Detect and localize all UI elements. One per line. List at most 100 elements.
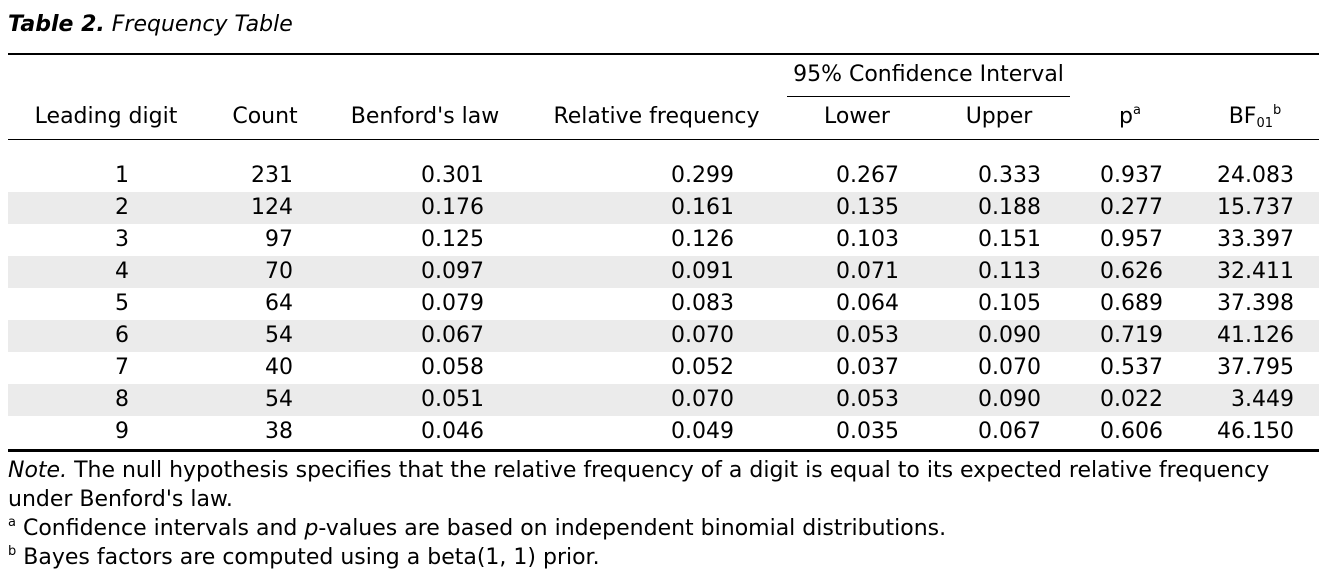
cell-leading-digit: 3 [115, 227, 129, 252]
footnote-a-text-2: -values are based on independent binomia… [318, 516, 947, 541]
cell-bf01: 46.150 [1217, 419, 1294, 444]
cell-count: 124 [251, 195, 293, 220]
cell-benfords-law: 0.067 [421, 323, 484, 348]
col-header-relative-frequency: Relative frequency [553, 104, 760, 129]
cell-upper: 0.090 [978, 387, 1041, 412]
note-footnote-b: b Bayes factors are computed using a bet… [8, 543, 1319, 572]
cell-leading-digit: 5 [115, 291, 129, 316]
table-caption: Table 2. Frequency Table [8, 11, 293, 39]
cell-benfords-law: 0.097 [421, 259, 484, 284]
cell-p: 0.719 [1100, 323, 1163, 348]
footnote-a-text-1: Confidence intervals and [15, 516, 305, 541]
cell-count: 231 [251, 163, 293, 188]
cell-p: 0.606 [1100, 419, 1163, 444]
cell-relative-frequency: 0.161 [671, 195, 734, 220]
table-bottom-rule [8, 449, 1319, 452]
cell-count: 54 [265, 323, 293, 348]
col-header-benfords-law: Benford's law [350, 104, 500, 129]
ci-group-rule [787, 96, 1070, 97]
col-header-bf-footnote-marker: b [1273, 103, 1282, 118]
col-header-bf01: BF01b [1200, 103, 1310, 131]
cell-benfords-law: 0.176 [421, 195, 484, 220]
cell-leading-digit: 1 [115, 163, 129, 188]
table-notes: Note. The null hypothesis specifies that… [8, 456, 1319, 572]
cell-benfords-law: 0.058 [421, 355, 484, 380]
cell-upper: 0.333 [978, 163, 1041, 188]
cell-upper: 0.105 [978, 291, 1041, 316]
cell-leading-digit: 9 [115, 419, 129, 444]
cell-relative-frequency: 0.052 [671, 355, 734, 380]
cell-upper: 0.070 [978, 355, 1041, 380]
table-caption-label: Table 2. [8, 12, 105, 37]
note-text: The null hypothesis specifies that the r… [8, 458, 1270, 512]
footnote-a-marker: a [8, 515, 16, 530]
note-label: Note. [8, 458, 68, 483]
cell-relative-frequency: 0.049 [671, 419, 734, 444]
cell-count: 38 [265, 419, 293, 444]
table-header-rule [8, 139, 1319, 140]
cell-lower: 0.053 [836, 323, 899, 348]
footnote-b-marker: b [8, 544, 17, 559]
col-header-bf-label: BF [1228, 104, 1257, 129]
cell-bf01: 32.411 [1217, 259, 1294, 284]
cell-lower: 0.267 [836, 163, 899, 188]
cell-relative-frequency: 0.091 [671, 259, 734, 284]
cell-p: 0.937 [1100, 163, 1163, 188]
cell-leading-digit: 7 [115, 355, 129, 380]
cell-count: 64 [265, 291, 293, 316]
footnote-a-p: p [304, 516, 319, 541]
col-header-upper: Upper [965, 104, 1033, 129]
cell-bf01: 41.126 [1217, 323, 1294, 348]
cell-lower: 0.053 [836, 387, 899, 412]
cell-upper: 0.151 [978, 227, 1041, 252]
cell-p: 0.957 [1100, 227, 1163, 252]
cell-upper: 0.090 [978, 323, 1041, 348]
cell-bf01: 37.795 [1217, 355, 1294, 380]
cell-lower: 0.071 [836, 259, 899, 284]
cell-leading-digit: 4 [115, 259, 129, 284]
table-row: 5 64 0.079 0.083 0.064 0.105 0.689 37.398 [8, 288, 1319, 320]
col-header-count: Count [232, 104, 298, 129]
cell-count: 54 [265, 387, 293, 412]
cell-benfords-law: 0.046 [421, 419, 484, 444]
table-row: 6 54 0.067 0.070 0.053 0.090 0.719 41.126 [8, 320, 1319, 352]
col-header-p: pa [1100, 103, 1160, 131]
cell-benfords-law: 0.079 [421, 291, 484, 316]
cell-relative-frequency: 0.299 [671, 163, 734, 188]
cell-relative-frequency: 0.070 [671, 323, 734, 348]
table-top-rule [8, 53, 1319, 55]
table-row: 1 231 0.301 0.299 0.267 0.333 0.937 24.083 [8, 160, 1319, 192]
col-header-leading-digit: Leading digit [34, 104, 178, 129]
cell-leading-digit: 6 [115, 323, 129, 348]
cell-upper: 0.113 [978, 259, 1041, 284]
table-row: 9 38 0.046 0.049 0.035 0.067 0.606 46.150 [8, 416, 1319, 448]
col-header-p-footnote-marker: a [1133, 103, 1141, 118]
cell-p: 0.689 [1100, 291, 1163, 316]
col-header-lower: Lower [824, 104, 890, 129]
cell-bf01: 3.449 [1231, 387, 1294, 412]
ci-group-header: 95% Confidence Interval [793, 62, 1064, 87]
cell-lower: 0.037 [836, 355, 899, 380]
cell-count: 40 [265, 355, 293, 380]
cell-relative-frequency: 0.083 [671, 291, 734, 316]
cell-count: 97 [265, 227, 293, 252]
table-row: 3 97 0.125 0.126 0.103 0.151 0.957 33.397 [8, 224, 1319, 256]
cell-count: 70 [265, 259, 293, 284]
note-footnote-a: a Confidence intervals and p-values are … [8, 514, 1319, 543]
cell-bf01: 24.083 [1217, 163, 1294, 188]
cell-bf01: 15.737 [1217, 195, 1294, 220]
cell-benfords-law: 0.301 [421, 163, 484, 188]
cell-leading-digit: 8 [115, 387, 129, 412]
cell-benfords-law: 0.051 [421, 387, 484, 412]
cell-p: 0.022 [1100, 387, 1163, 412]
col-header-p-label: p [1119, 104, 1133, 129]
cell-relative-frequency: 0.070 [671, 387, 734, 412]
cell-lower: 0.103 [836, 227, 899, 252]
cell-bf01: 37.398 [1217, 291, 1294, 316]
cell-leading-digit: 2 [115, 195, 129, 220]
table-caption-title: Frequency Table [111, 12, 293, 37]
cell-p: 0.626 [1100, 259, 1163, 284]
cell-relative-frequency: 0.126 [671, 227, 734, 252]
note-general: Note. The null hypothesis specifies that… [8, 456, 1319, 514]
footnote-b-text: Bayes factors are computed using a beta(… [16, 545, 600, 570]
